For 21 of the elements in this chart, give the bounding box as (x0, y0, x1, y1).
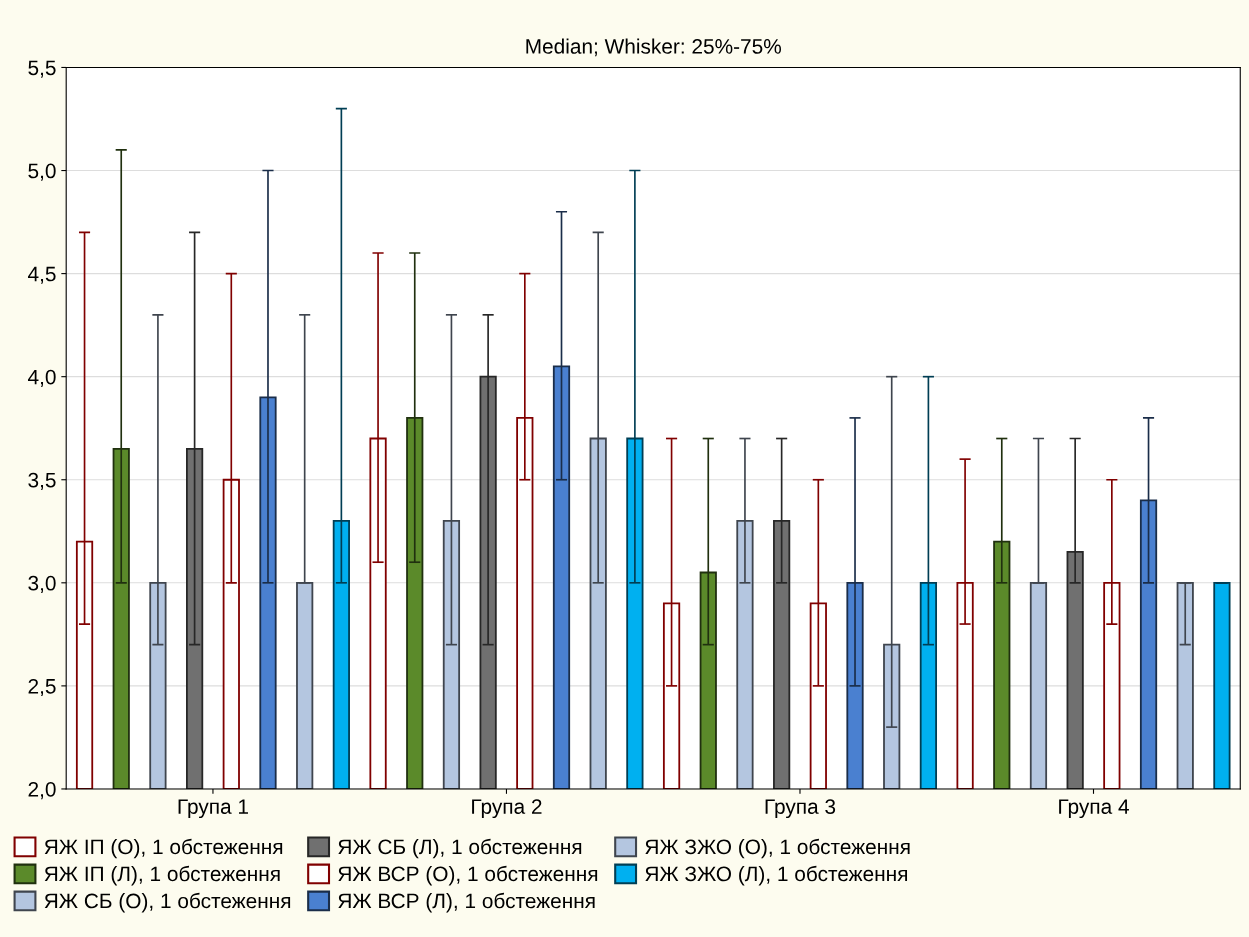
y-tick-label: 2,5 (28, 678, 56, 697)
x-tick-label: Група 1 (178, 799, 248, 819)
legend-label: ЯЖ ЗЖО (О), 1 обстеження (645, 838, 910, 859)
y-tick-label: 5,0 (28, 163, 56, 181)
x-tick-label: Група 4 (1059, 799, 1129, 819)
y-tick-label: 5,5 (28, 60, 56, 78)
y-tick-label: 4,5 (27, 266, 56, 284)
legend-label: ЯЖ ІП (Л), 1 обстеження (44, 865, 280, 886)
x-tick-label: Група 3 (765, 799, 836, 819)
legend-label: ЯЖ ВСР (Л), 1 обстеження (338, 892, 595, 913)
chart-title: Median; Whisker: 25%-75% (526, 38, 782, 57)
legend-label: ЯЖ ІП (О), 1 обстеження (44, 838, 283, 859)
legend-label: ЯЖ СБ (Л), 1 обстеження (338, 838, 582, 859)
legend-label: ЯЖ ВСР (О), 1 обстеження (338, 865, 598, 886)
y-tick-label: 2,0 (28, 781, 56, 800)
y-tick-label: 3,5 (28, 472, 56, 490)
y-tick-label: 4,0 (27, 369, 56, 387)
legend-label: ЯЖ СБ (О), 1 обстеження (44, 892, 291, 913)
legend-label: ЯЖ ЗЖО (Л), 1 обстеження (645, 865, 908, 886)
x-tick-label: Група 2 (472, 799, 542, 819)
y-tick-label: 3,0 (28, 575, 56, 594)
